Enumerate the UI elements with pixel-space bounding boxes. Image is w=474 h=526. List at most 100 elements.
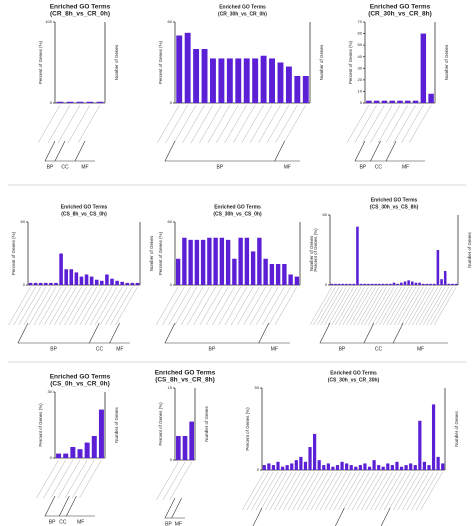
y-tick-label: 15 [168, 385, 173, 390]
category-label-stroke [406, 471, 430, 511]
y-tick-label: 50 [255, 385, 260, 390]
bar [418, 282, 421, 285]
bar [210, 58, 216, 103]
category-label-stroke [433, 286, 457, 326]
category-label-stroke [13, 286, 36, 326]
bar [420, 33, 427, 104]
group-label: BP [217, 164, 224, 170]
bar [105, 274, 109, 285]
bar [421, 283, 425, 285]
category-label-stroke [94, 286, 118, 326]
bar [252, 58, 259, 103]
bar [285, 465, 289, 470]
y-axis-label: Percent of Genes (%) [245, 407, 250, 451]
bar [84, 442, 90, 458]
bar [411, 281, 414, 285]
y-axis-label: Percent of Genes (%) [38, 403, 43, 447]
category-label-stroke [224, 104, 247, 144]
bar [436, 456, 440, 470]
bar [404, 465, 408, 470]
bar [275, 264, 281, 285]
bar [38, 282, 43, 285]
bar [413, 465, 417, 470]
bar [193, 49, 200, 103]
category-label-stroke [269, 471, 292, 511]
bar [189, 421, 194, 460]
category-label-stroke [313, 286, 336, 326]
group-label: MF [116, 346, 123, 352]
y-axis-label: Percent of Genes (%) [313, 228, 318, 272]
category-label-stroke [423, 286, 446, 326]
bar [285, 66, 292, 103]
y2-axis-label: Number of Genes [454, 410, 459, 446]
chart-subtitle: (CS_30h_vs_CS_8h) [370, 204, 419, 210]
category-label-stroke [241, 104, 264, 144]
bar [84, 274, 89, 285]
bar [349, 465, 353, 470]
category-label-stroke [173, 104, 197, 144]
bar [89, 276, 94, 285]
y-tick-label: 60 [358, 31, 363, 36]
y-tick-label: 50 [358, 42, 363, 47]
category-label-stroke [415, 286, 439, 326]
bar [432, 283, 436, 285]
bar [377, 465, 381, 470]
bar [308, 447, 312, 470]
bar [409, 463, 413, 470]
bar [392, 282, 396, 285]
bar [363, 283, 367, 285]
bar [200, 239, 206, 285]
category-label-stroke [327, 286, 351, 326]
bar [280, 466, 285, 470]
category-label-stroke [37, 104, 61, 144]
category-label-stroke [370, 471, 393, 511]
category-label-stroke [364, 286, 387, 326]
bar [130, 282, 135, 285]
category-label-stroke [180, 286, 204, 326]
category-label-stroke [274, 471, 297, 511]
category-label-stroke [242, 471, 265, 511]
bar [303, 461, 308, 470]
category-label-stroke [278, 471, 302, 511]
category-label-stroke [8, 286, 31, 326]
category-label-stroke [426, 286, 450, 326]
category-label-stroke [205, 286, 229, 326]
bar [175, 258, 181, 285]
y-tick-label: 20 [358, 77, 363, 82]
category-label-stroke [360, 286, 384, 326]
bar [91, 436, 97, 458]
bar [447, 283, 451, 285]
chart-subtitle: (CR_8h_vs_CR_0h) [50, 11, 110, 18]
category-label-stroke [224, 286, 248, 326]
category-label-stroke [297, 471, 320, 511]
bar [345, 283, 348, 285]
bar [243, 58, 250, 103]
chart-title: Enriched GO Terms [371, 197, 418, 203]
category-label-stroke [324, 471, 347, 511]
bar [120, 281, 124, 285]
y-tick-label: 10 [358, 88, 363, 93]
category-label-stroke [315, 471, 338, 511]
category-label-stroke [371, 286, 395, 326]
bar [335, 465, 340, 470]
category-label-stroke [174, 286, 198, 326]
group-label: CC [375, 346, 383, 352]
bar [235, 58, 242, 103]
group-label: MF [271, 346, 278, 352]
category-label-stroke [362, 104, 385, 144]
category-label-stroke [262, 286, 285, 326]
category-label-stroke [420, 471, 443, 511]
y-tick-label: 40 [358, 54, 363, 59]
y2-axis-label: Number of Genes [319, 44, 324, 80]
bar [386, 463, 390, 470]
bar [66, 101, 74, 103]
bar [322, 465, 326, 470]
bar [418, 420, 422, 470]
bar [348, 283, 352, 285]
bar [370, 283, 374, 285]
bar [358, 465, 362, 470]
group-label: MF [402, 164, 409, 170]
bar [359, 283, 363, 285]
y-tick-label: 60 [168, 219, 173, 224]
category-label-stroke [353, 286, 376, 326]
